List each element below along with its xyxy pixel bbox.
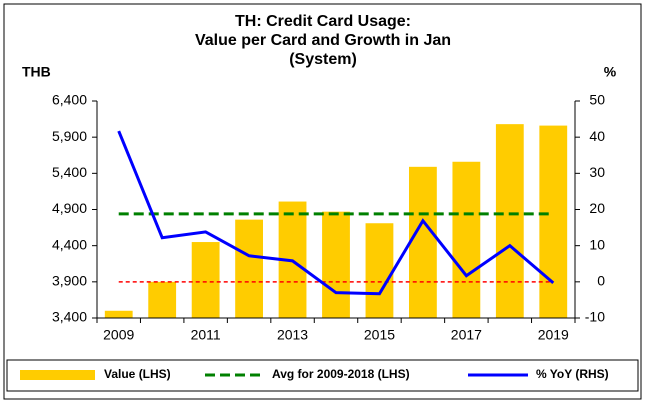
x-tick-label: 2017 <box>451 327 482 343</box>
y-tick-label: 5,400 <box>52 164 87 180</box>
chart-title: TH: Credit Card Usage: <box>235 13 411 30</box>
legend-label: Avg for 2009-2018 (LHS) <box>272 367 410 381</box>
chart-border <box>3 3 642 400</box>
y-tick-label: 6,400 <box>52 92 87 108</box>
y-tick-label: 4,400 <box>52 236 87 252</box>
bar <box>365 223 394 318</box>
bar <box>235 219 263 318</box>
bar <box>104 310 133 318</box>
line <box>117 130 555 296</box>
bar <box>409 166 437 318</box>
legend-label: Value (LHS) <box>104 367 171 381</box>
x-tick-label: 2011 <box>191 327 221 343</box>
bar <box>148 281 177 318</box>
y2-tick-label: 40 <box>589 128 605 144</box>
legend-box <box>6 359 639 392</box>
bar <box>322 211 350 318</box>
bar <box>191 242 220 318</box>
y-tick-label: 5,900 <box>52 128 87 144</box>
bar <box>452 161 481 318</box>
x-tick-label: 2015 <box>364 327 395 343</box>
y-tick-label: 3,400 <box>52 309 87 325</box>
bar <box>539 125 568 319</box>
x-tick-label: 2013 <box>277 327 308 343</box>
y2-tick-label: 0 <box>597 273 605 289</box>
legend-swatch <box>20 370 95 380</box>
y-tick-label: 4,900 <box>52 200 87 216</box>
y2-tick-label: 20 <box>589 200 605 216</box>
y2-axis-label: % <box>604 64 617 80</box>
chart-title: Value per Card and Growth in Jan <box>195 32 451 49</box>
y2-tick-label: 30 <box>589 164 605 180</box>
y-tick-label: 3,900 <box>52 273 87 289</box>
legend-label: % YoY (RHS) <box>536 367 609 381</box>
chart-title: (System) <box>289 51 357 68</box>
x-tick-label: 2009 <box>103 327 134 343</box>
y2-tick-label: 50 <box>589 92 605 108</box>
x-tick-label: 2019 <box>538 327 569 343</box>
bar <box>495 124 524 318</box>
y2-tick-label: -10 <box>585 309 605 325</box>
y-axis-label: THB <box>22 64 51 80</box>
y2-tick-label: 10 <box>589 236 605 252</box>
